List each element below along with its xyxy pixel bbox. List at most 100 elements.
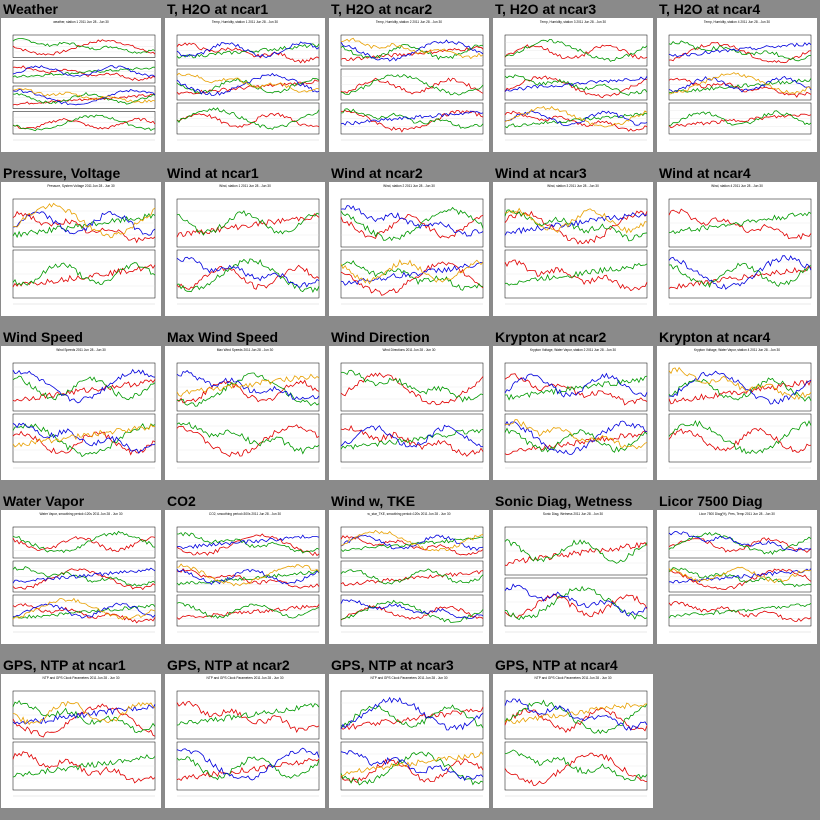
plot-thumbnail-image[interactable]: Wind Speeds 2011 Jun 28 - Jun 30 <box>1 346 161 480</box>
plot-tile-title[interactable]: Krypton at ncar4 <box>659 329 771 345</box>
plot-tile-title[interactable]: Sonic Diag, Wetness <box>495 493 633 509</box>
plot-thumbnail-image[interactable]: Wind, station 1 2011 Jun 28 - Jun 30 <box>165 182 325 316</box>
plot-thumbnail-image[interactable]: CO2, smoothing period=300s 2011 Jun 28 -… <box>165 510 325 644</box>
plot-tile-title[interactable]: T, H2O at ncar1 <box>167 1 269 17</box>
plot-thumbnail-image[interactable]: Krypton Voltage, Water Vapor, station 4 … <box>657 346 817 480</box>
plot-tile-title[interactable]: Pressure, Voltage <box>3 165 121 181</box>
plot-tile-wind-w-tke: Wind w, TKE w_star_TKE, smoothing period=… <box>328 492 492 656</box>
data-trace <box>340 260 484 291</box>
plot-tile-title[interactable]: Max Wind Speed <box>167 329 279 345</box>
data-trace <box>504 207 648 234</box>
data-trace <box>340 259 484 285</box>
plot-thumbnail-graphic: Temp, Humidity, station 3 2011 Jun 28 - … <box>504 20 648 141</box>
plot-tile-title[interactable]: Wind Speed <box>3 329 83 345</box>
plot-thumbnail-image[interactable]: Wind, station 3 2011 Jun 28 - Jun 30 <box>493 182 653 316</box>
data-trace <box>340 108 484 129</box>
data-trace <box>668 42 812 64</box>
plot-thumbnail-image[interactable]: Wind, station 4 2011 Jun 28 - Jun 30 <box>657 182 817 316</box>
plot-thumbnail-image[interactable]: Krypton Voltage, Water Vapor, station 2 … <box>493 346 653 480</box>
data-trace <box>340 37 484 60</box>
data-trace <box>12 423 156 458</box>
data-trace <box>340 536 484 553</box>
plot-tile-title[interactable]: Wind at ncar3 <box>495 165 587 181</box>
data-trace <box>504 105 648 128</box>
plot-tile-t-h2o-at-ncar1: T, H2O at ncar1 Temp, Humidity, station 1… <box>164 0 328 164</box>
plot-tile-licor-7500-diag: Licor 7500 Diag Licor 7500 Diag(%), Pres,… <box>656 492 820 656</box>
data-trace <box>176 758 320 781</box>
plot-tile-title[interactable]: Krypton at ncar2 <box>495 329 607 345</box>
plot-tile-title[interactable]: Water Vapor <box>3 493 85 509</box>
plot-tile-title[interactable]: GPS, NTP at ncar2 <box>167 657 290 673</box>
data-trace <box>12 704 156 725</box>
plot-tile-title[interactable]: T, H2O at ncar3 <box>495 1 597 17</box>
data-trace <box>504 749 648 781</box>
data-trace <box>176 602 320 619</box>
plot-tile-title[interactable]: GPS, NTP at ncar3 <box>331 657 454 673</box>
data-trace <box>504 430 648 456</box>
plot-header-text: Wind, station 3 2011 Jun 28 - Jun 30 <box>547 184 599 188</box>
data-trace <box>340 535 484 556</box>
plot-thumbnail-image[interactable]: weather, station 1 2011 Jun 28 - Jun 30 <box>1 18 161 152</box>
plot-thumbnail-image[interactable]: Temp, Humidity, station 2 2011 Jun 28 - … <box>329 18 489 152</box>
plot-thumbnail-graphic: CO2, smoothing period=300s 2011 Jun 28 -… <box>176 512 320 633</box>
data-trace <box>176 531 320 554</box>
plot-tile-gps-ntp-at-ncar4: GPS, NTP at ncar4 NTP and GPS Clock Param… <box>492 656 656 820</box>
plot-thumbnail-image[interactable]: Licor 7500 Diag(%), Pres, Temp 2011 Jun … <box>657 510 817 644</box>
plot-tile-title[interactable]: Wind at ncar4 <box>659 165 751 181</box>
data-trace <box>12 603 156 619</box>
data-trace <box>340 704 484 729</box>
plot-thumbnail-image[interactable]: Water Vapor, smoothing period=120s 2011 … <box>1 510 161 644</box>
plot-header-text: Wind, station 4 2011 Jun 28 - Jun 30 <box>711 184 763 188</box>
data-trace <box>668 531 812 555</box>
data-trace <box>340 428 484 450</box>
data-trace <box>176 569 320 586</box>
plot-thumbnail-image[interactable]: NTP and GPS Clock Parameters 2011 Jun 28… <box>329 674 489 808</box>
data-trace <box>668 566 811 584</box>
data-trace <box>12 368 156 404</box>
plot-thumbnail-image[interactable]: NTP and GPS Clock Parameters 2011 Jun 28… <box>1 674 161 808</box>
data-trace <box>12 88 156 104</box>
data-trace <box>340 751 484 777</box>
plot-tile-title[interactable]: T, H2O at ncar4 <box>659 1 761 17</box>
plot-tile-water-vapor: Water Vapor Water Vapor, smoothing period… <box>0 492 164 656</box>
data-trace <box>12 91 156 105</box>
plot-tile-title[interactable]: Licor 7500 Diag <box>659 493 763 509</box>
plot-tile-title[interactable]: Wind w, TKE <box>331 493 416 509</box>
plot-thumbnail-image[interactable]: Sonic Diag, Wetness 2011 Jun 28 - Jun 30 <box>493 510 653 644</box>
data-trace <box>668 265 812 290</box>
data-trace <box>12 567 156 584</box>
plot-thumbnail-image[interactable]: Temp, Humidity, station 1 2011 Jun 28 - … <box>165 18 325 152</box>
plot-thumbnail-image[interactable]: w_star_TKE, smoothing period=120s 2011 J… <box>329 510 489 644</box>
data-trace <box>668 110 812 126</box>
data-trace <box>12 213 156 239</box>
plot-tile-title[interactable]: Wind at ncar2 <box>331 165 423 181</box>
plot-thumbnail-graphic: Wind, station 3 2011 Jun 28 - Jun 30 <box>504 184 648 305</box>
plot-thumbnail-image[interactable]: Temp, Humidity, station 4 2011 Jun 28 - … <box>657 18 817 152</box>
plot-tile-t-h2o-at-ncar2: T, H2O at ncar2 Temp, Humidity, station 2… <box>328 0 492 164</box>
plot-tile-title[interactable]: CO2 <box>167 493 196 509</box>
plot-thumbnail-image[interactable]: NTP and GPS Clock Parameters 2011 Jun 28… <box>493 674 653 808</box>
plot-thumbnail-image[interactable]: Temp, Humidity, station 3 2011 Jun 28 - … <box>493 18 653 152</box>
plot-thumbnail-image[interactable]: Wind Directions 2011 Jun 28 - Jun 30 <box>329 346 489 480</box>
plot-tile-title[interactable]: GPS, NTP at ncar1 <box>3 657 126 673</box>
data-trace <box>12 89 156 106</box>
plot-thumbnail-graphic: Water Vapor, smoothing period=120s 2011 … <box>12 512 156 633</box>
plot-tile-title[interactable]: GPS, NTP at ncar4 <box>495 657 618 673</box>
data-trace <box>12 597 156 621</box>
data-trace <box>668 537 812 553</box>
plot-tile-title[interactable]: Weather <box>3 1 58 17</box>
data-trace <box>504 259 648 292</box>
data-trace <box>504 541 648 566</box>
plot-thumbnail-image[interactable]: Max Wind Speeds 2011 Jun 28 - Jun 30 <box>165 346 325 480</box>
data-trace <box>177 372 320 407</box>
plot-thumbnail-graphic: Wind Directions 2011 Jun 28 - Jun 30 <box>340 348 484 469</box>
plot-tile-title[interactable]: Wind at ncar1 <box>167 165 259 181</box>
plot-tile-t-h2o-at-ncar4: T, H2O at ncar4 Temp, Humidity, station 4… <box>656 0 820 164</box>
plot-tile-title[interactable]: Wind Direction <box>331 329 430 345</box>
plot-header-text: Temp, Humidity, station 4 2011 Jun 28 - … <box>704 20 770 24</box>
plot-tile-krypton-at-ncar2: Krypton at ncar2 Krypton Voltage, Water V… <box>492 328 656 492</box>
plot-tile-title[interactable]: T, H2O at ncar2 <box>331 1 433 17</box>
plot-thumbnail-image[interactable]: NTP and GPS Clock Parameters 2011 Jun 28… <box>165 674 325 808</box>
plot-thumbnail-image[interactable]: Wind, station 2 2011 Jun 28 - Jun 30 <box>329 182 489 316</box>
plot-thumbnail-image[interactable]: Pressure, System Voltage 2011 Jun 28 - J… <box>1 182 161 316</box>
